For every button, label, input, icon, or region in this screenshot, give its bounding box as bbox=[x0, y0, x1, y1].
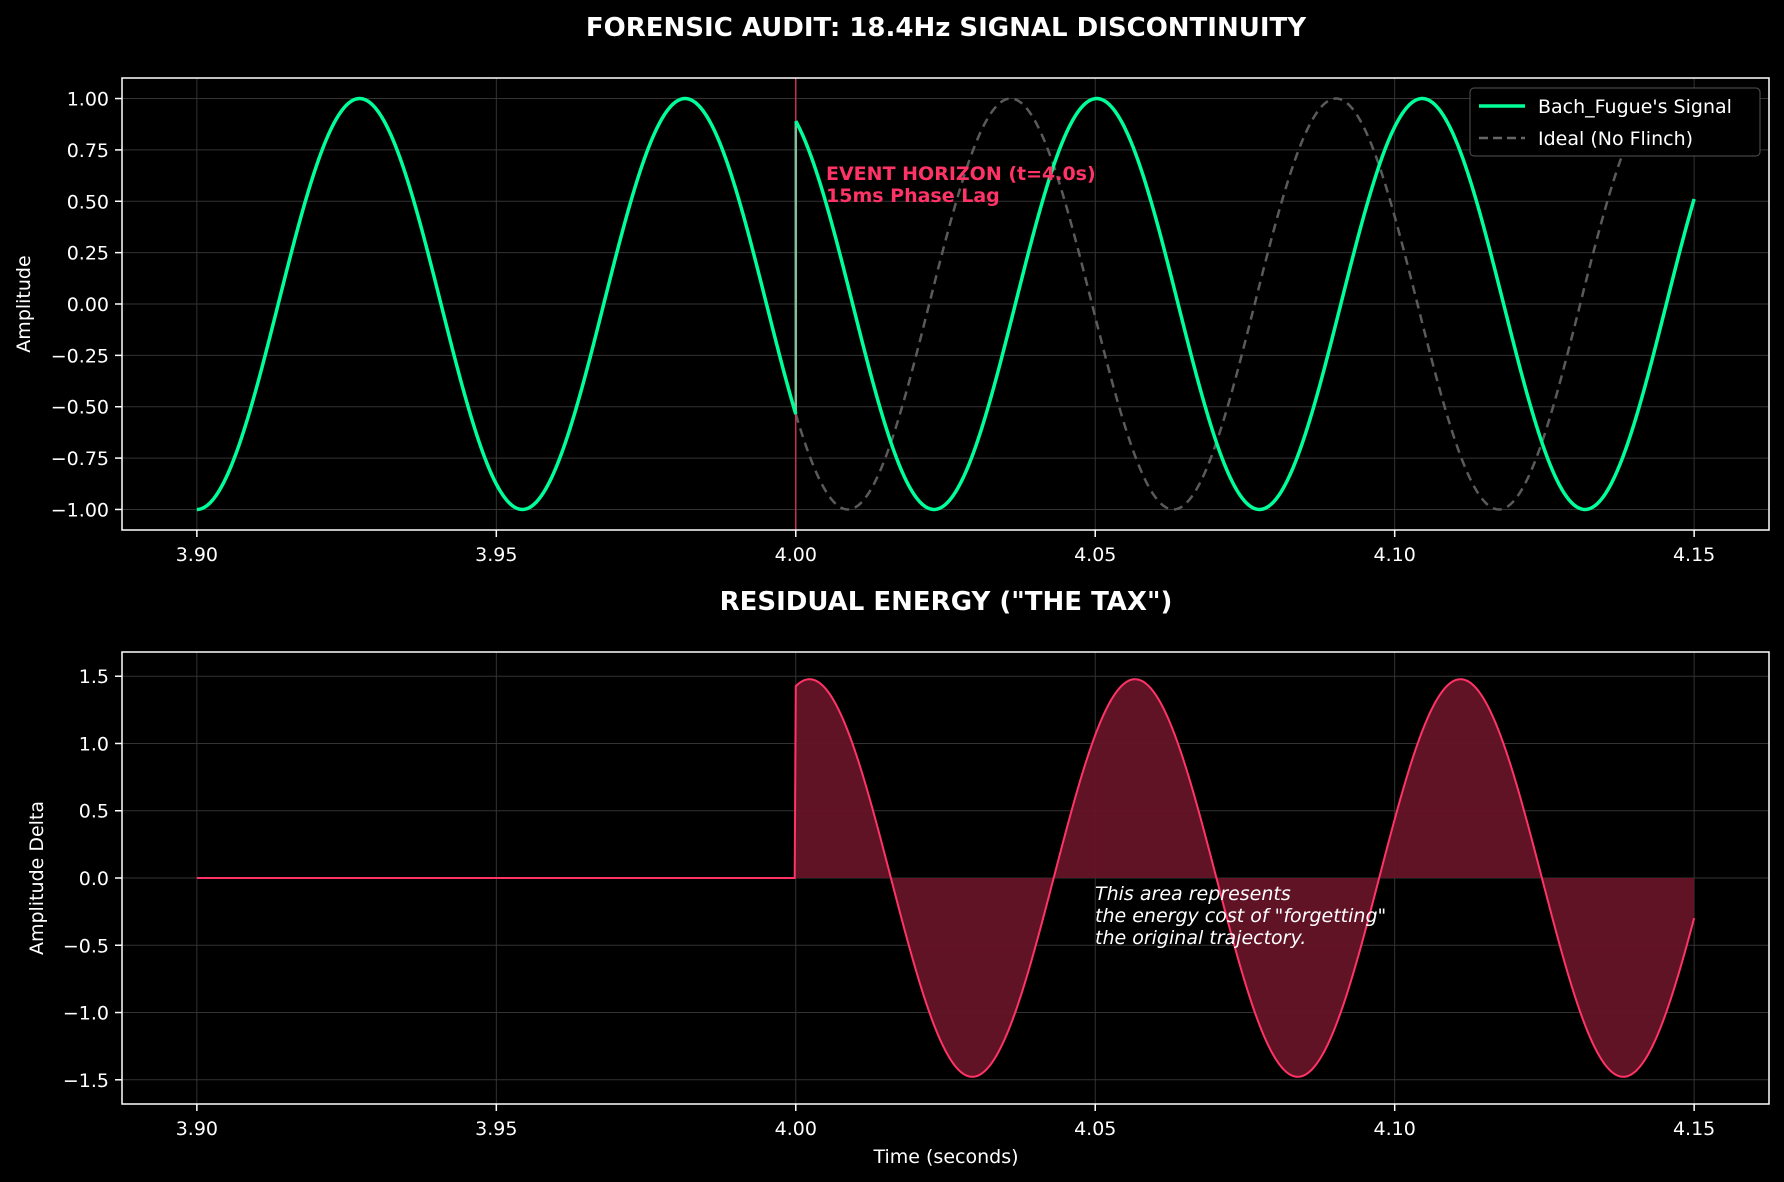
bottom-y-tick-label: 1.5 bbox=[79, 666, 109, 688]
energy-note-line-2: the energy cost of "forgetting" bbox=[1095, 905, 1386, 927]
bottom-x-ticks: 3.90 3.95 4.00 4.05 4.10 4.15 bbox=[176, 1104, 1715, 1140]
top-y-axis-label: Amplitude bbox=[13, 255, 35, 352]
top-y-tick-label: 0.25 bbox=[67, 243, 109, 265]
top-x-tick-label: 4.15 bbox=[1673, 544, 1715, 566]
event-horizon-annotation: EVENT HORIZON (t=4.0s) bbox=[826, 163, 1096, 185]
legend-ideal-label: Ideal (No Flinch) bbox=[1538, 128, 1693, 150]
bottom-x-tick-label: 4.10 bbox=[1374, 1118, 1416, 1140]
bottom-x-tick-label: 3.95 bbox=[475, 1118, 517, 1140]
top-plot: 3.90 3.95 4.00 4.05 4.10 4.15 1.00 0.75 0.50 0.2… bbox=[13, 77, 1770, 566]
bottom-y-ticks: 1.5 1.0 0.5 0.0 −0.5 −1.0 −1.5 bbox=[63, 666, 122, 1092]
bottom-x-tick-label: 4.00 bbox=[775, 1118, 817, 1140]
bottom-y-axis-label: Amplitude Delta bbox=[26, 801, 48, 955]
top-marks bbox=[196, 78, 1696, 530]
bottom-y-tick-label: −1.0 bbox=[63, 1003, 109, 1025]
legend-signal-label: Bach_Fugue's Signal bbox=[1538, 96, 1732, 118]
top-y-tick-label: 0.50 bbox=[67, 191, 109, 213]
legend: Bach_Fugue's Signal Ideal (No Flinch) bbox=[1469, 87, 1761, 157]
top-y-tick-label: −0.75 bbox=[51, 448, 109, 470]
top-x-tick-label: 3.90 bbox=[176, 544, 218, 566]
bottom-chart-title: RESIDUAL ENERGY ("THE TAX") bbox=[720, 587, 1173, 617]
bottom-y-tick-label: 0.5 bbox=[79, 801, 109, 823]
bottom-x-tick-label: 3.90 bbox=[176, 1118, 218, 1140]
top-x-tick-label: 4.10 bbox=[1374, 544, 1416, 566]
bottom-y-tick-label: −1.5 bbox=[63, 1070, 109, 1092]
top-y-tick-label: −0.25 bbox=[51, 345, 109, 367]
top-x-tick-label: 3.95 bbox=[475, 544, 517, 566]
bottom-x-axis-label: Time (seconds) bbox=[872, 1146, 1018, 1168]
top-y-tick-label: 1.00 bbox=[67, 89, 109, 111]
top-y-tick-label: 0.75 bbox=[67, 140, 109, 162]
legend-box bbox=[1469, 87, 1761, 157]
top-x-tick-label: 4.05 bbox=[1074, 544, 1116, 566]
bottom-x-tick-label: 4.05 bbox=[1074, 1118, 1116, 1140]
signal-line-pre-event bbox=[196, 96, 798, 512]
bottom-x-tick-label: 4.15 bbox=[1673, 1118, 1715, 1140]
top-y-ticks: 1.00 0.75 0.50 0.25 0.00 −0.25 −0.50 −0.75 −1.00 bbox=[51, 89, 122, 521]
bottom-plot: 3.90 3.95 4.00 4.05 4.10 4.15 1.5 1.0 0.5 0.0 −0.… bbox=[26, 651, 1770, 1168]
ideal-signal-line bbox=[794, 97, 1696, 511]
bottom-y-tick-label: 1.0 bbox=[79, 733, 109, 755]
energy-note-line-3: the original trajectory. bbox=[1095, 927, 1306, 949]
top-x-ticks: 3.90 3.95 4.00 4.05 4.10 4.15 bbox=[176, 530, 1715, 566]
residual-line bbox=[196, 678, 1696, 1078]
bottom-marks bbox=[196, 678, 1696, 1078]
bottom-y-tick-label: −0.5 bbox=[63, 935, 109, 957]
top-y-tick-label: −0.50 bbox=[51, 397, 109, 419]
signal-line-post-event bbox=[794, 96, 1696, 512]
bottom-y-tick-label: 0.0 bbox=[79, 868, 109, 890]
residual-area-fill bbox=[795, 679, 1695, 1077]
top-y-tick-label: 0.00 bbox=[67, 294, 109, 316]
top-chart-title: FORENSIC AUDIT: 18.4Hz SIGNAL DISCONTINU… bbox=[586, 13, 1307, 43]
top-y-tick-label: −1.00 bbox=[51, 499, 109, 521]
top-x-tick-label: 4.00 bbox=[775, 544, 817, 566]
phase-lag-annotation: 15ms Phase Lag bbox=[826, 185, 1000, 207]
energy-note-line-1: This area represents bbox=[1095, 883, 1291, 905]
